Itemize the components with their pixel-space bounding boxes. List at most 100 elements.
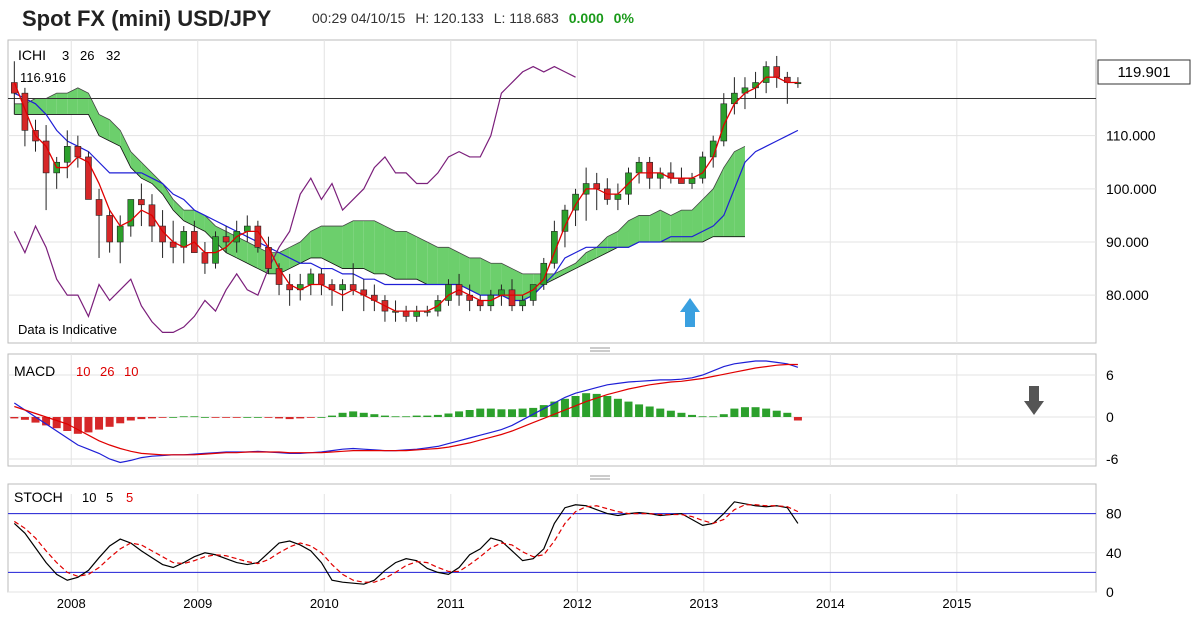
macd-histogram-bar bbox=[243, 417, 252, 418]
macd-histogram-bar bbox=[306, 417, 315, 418]
cloud-segment-bullish bbox=[215, 226, 227, 253]
macd-signal-line bbox=[14, 363, 798, 456]
cloud-span-a-line bbox=[14, 87, 746, 275]
macd-histogram-bar bbox=[497, 409, 506, 417]
quote-datetime: 00:29 04/10/15 bbox=[312, 10, 406, 26]
cloud-segment-bullish bbox=[406, 231, 417, 280]
cloud-segment-bullish bbox=[617, 220, 629, 248]
macd-histogram-bar bbox=[613, 398, 622, 417]
candle-down bbox=[508, 289, 516, 307]
macd-histogram-bar bbox=[486, 408, 495, 417]
cloud-segment-bullish bbox=[459, 252, 470, 290]
y-tick-label: 80.000 bbox=[1106, 287, 1149, 303]
cloud-segment-bullish bbox=[564, 263, 576, 274]
candle-up bbox=[699, 156, 706, 179]
cloud-segment-bullish bbox=[649, 210, 661, 242]
macd-line bbox=[13, 360, 799, 464]
macd-histogram-bar bbox=[762, 408, 771, 417]
x-tick-label: 2010 bbox=[310, 596, 339, 611]
macd-histogram-bar bbox=[444, 413, 453, 417]
candle-up bbox=[688, 177, 696, 184]
candle-down bbox=[42, 140, 50, 174]
macd-histogram-bar bbox=[370, 414, 379, 417]
stoch-d-line bbox=[13, 504, 799, 583]
macd-histogram-bar bbox=[508, 409, 517, 417]
macd-histogram-bar bbox=[688, 414, 697, 417]
cloud-segment-bullish bbox=[469, 257, 481, 296]
candle-up bbox=[635, 161, 643, 174]
y-tick-label: 90.000 bbox=[1106, 234, 1149, 250]
panel-splitter-2[interactable] bbox=[590, 475, 610, 480]
cloud-segment-bullish bbox=[480, 257, 491, 296]
cloud-segment-bullish bbox=[120, 130, 131, 168]
candle-up bbox=[614, 193, 622, 200]
macd-histogram-bar bbox=[772, 410, 781, 417]
macd-histogram-bar bbox=[560, 398, 569, 417]
macd-legend: MACD 10 26 10 bbox=[14, 363, 138, 379]
cloud-segment-bullish bbox=[395, 231, 407, 280]
macd-histogram-bar bbox=[709, 416, 718, 418]
macd-histogram-bar bbox=[158, 417, 167, 418]
candle-down bbox=[138, 199, 145, 206]
cloud-segment-bullish bbox=[670, 210, 682, 242]
macd-histogram-bar bbox=[730, 408, 739, 417]
candle-down bbox=[476, 300, 484, 307]
macd-histogram-bar bbox=[645, 406, 654, 417]
candle-down bbox=[21, 92, 29, 131]
macd-histogram-bar bbox=[169, 417, 178, 418]
cloud-segment-bullish bbox=[247, 242, 258, 269]
cloud-segment-bullish bbox=[141, 162, 152, 184]
macd-histogram-bar bbox=[222, 417, 231, 418]
panel-splitter-1[interactable] bbox=[590, 347, 610, 352]
cloud-segment-bullish bbox=[681, 210, 693, 242]
candle-up bbox=[540, 262, 548, 285]
cloud-segment-bullish bbox=[173, 199, 184, 221]
macd-histogram-bar bbox=[20, 417, 29, 420]
macd-histogram-bar bbox=[666, 410, 675, 417]
macd-histogram-bar bbox=[211, 417, 220, 418]
macd-histogram-bar bbox=[793, 417, 802, 421]
cloud-segment-bullish bbox=[448, 247, 460, 285]
cloud-segment-bullish bbox=[353, 220, 364, 269]
macd-histogram-bar bbox=[656, 408, 665, 417]
macd-histogram-bar bbox=[264, 417, 273, 418]
candle-up bbox=[498, 289, 505, 296]
cloud-segment-bullish bbox=[67, 87, 78, 115]
macd-histogram-bar bbox=[455, 411, 464, 417]
cloud-segment-bullish bbox=[374, 220, 385, 274]
macd-param-1: 10 bbox=[76, 364, 90, 379]
stoch-param-2: 5 bbox=[106, 490, 113, 505]
quote-low: L: 118.683 bbox=[493, 10, 559, 26]
y-tick-label: 0 bbox=[1106, 584, 1114, 600]
stoch-param-3: 5 bbox=[126, 490, 133, 505]
macd-histogram-bar bbox=[95, 417, 104, 430]
macd-histogram-bar bbox=[200, 417, 209, 418]
x-tick-label: 2012 bbox=[563, 596, 592, 611]
macd-histogram-bar bbox=[624, 401, 633, 417]
candle-up bbox=[212, 236, 219, 264]
y-tick-label: 0 bbox=[1106, 409, 1114, 425]
y-tick-label: 110.000 bbox=[1106, 128, 1156, 144]
ichi-param-1: 3 bbox=[62, 48, 69, 63]
cloud-segment-bullish bbox=[384, 226, 396, 280]
cloud-segment-bullish bbox=[35, 98, 47, 115]
cloud-segment-bullish bbox=[300, 231, 311, 264]
macd-histogram-bar bbox=[539, 405, 548, 417]
candle-up bbox=[243, 225, 251, 232]
cloud-segment-bullish bbox=[236, 236, 248, 264]
macd-histogram-bar bbox=[232, 417, 241, 418]
cloud-segment-bullish bbox=[702, 188, 714, 242]
macd-histogram-bar bbox=[105, 417, 114, 427]
cloud-segment-bullish bbox=[99, 114, 110, 141]
macd-histogram-bar bbox=[190, 416, 199, 418]
macd-histogram-bar bbox=[84, 417, 93, 433]
candle-up bbox=[572, 193, 579, 211]
cloud-segment-bullish bbox=[692, 199, 703, 242]
macd-histogram-bar bbox=[349, 411, 358, 417]
macd-histogram-bar bbox=[740, 407, 749, 417]
candle-up bbox=[413, 310, 421, 317]
candle-down bbox=[201, 252, 209, 264]
cloud-segment-bullish bbox=[575, 252, 587, 269]
x-tick-label: 2011 bbox=[437, 596, 465, 611]
